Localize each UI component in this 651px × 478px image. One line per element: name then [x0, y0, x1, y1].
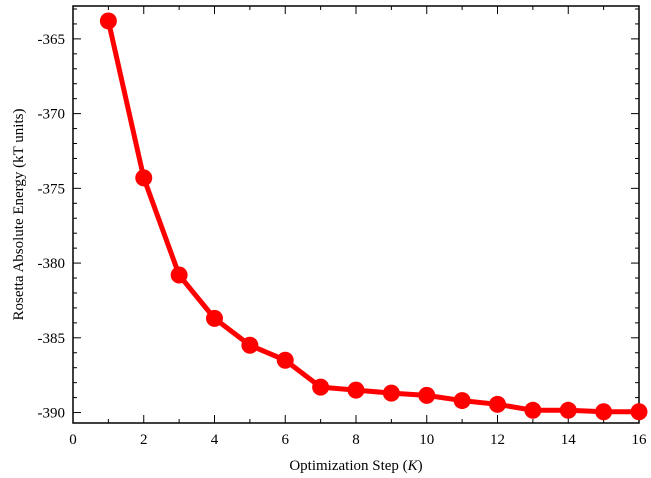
x-tick-label: 16	[632, 432, 648, 448]
y-tick-label: -385	[38, 331, 66, 347]
data-point	[630, 403, 648, 421]
x-axis-label: Optimization Step (K)	[289, 458, 422, 474]
data-point	[241, 336, 259, 354]
x-axis-label-suffix: )	[418, 458, 423, 474]
x-tick-label: 12	[490, 432, 505, 448]
y-tick-label: -370	[38, 107, 66, 123]
data-point	[276, 351, 294, 369]
y-axis-label: Rosetta Absolute Energy (kT units)	[11, 109, 27, 321]
y-tick-label: -380	[38, 256, 66, 272]
data-point	[524, 401, 542, 419]
data-point	[135, 169, 153, 187]
y-tick-label: -375	[38, 181, 66, 197]
data-point	[170, 266, 188, 284]
axis-ticks	[72, 6, 640, 423]
data-point	[595, 403, 613, 421]
x-tick-label: 14	[561, 432, 577, 448]
axis-tick-labels: 0 2 4 6 8 10 12 14 16 -365 -370 -375 -380 -385 -390	[38, 32, 648, 448]
x-axis-label-variable: K	[407, 458, 419, 474]
x-tick-label: 10	[419, 432, 434, 448]
x-tick-label: 8	[352, 432, 360, 448]
data-point	[347, 381, 365, 399]
x-tick-label: 2	[140, 432, 148, 448]
data-point	[418, 386, 436, 404]
data-point	[206, 309, 223, 327]
data-series	[99, 12, 648, 421]
x-tick-label: 6	[282, 432, 290, 448]
series-line	[105, 20, 639, 415]
data-point	[99, 12, 117, 30]
x-tick-label: 0	[69, 432, 77, 448]
x-tick-label: 4	[211, 432, 219, 448]
data-point	[559, 401, 577, 419]
y-tick-label: -365	[38, 32, 66, 48]
data-point	[489, 395, 506, 413]
y-tick-label: -390	[38, 406, 66, 422]
data-point	[312, 378, 330, 396]
data-point	[382, 384, 400, 402]
data-point	[453, 392, 471, 410]
x-axis-label-prefix: Optimization Step (	[289, 458, 407, 474]
